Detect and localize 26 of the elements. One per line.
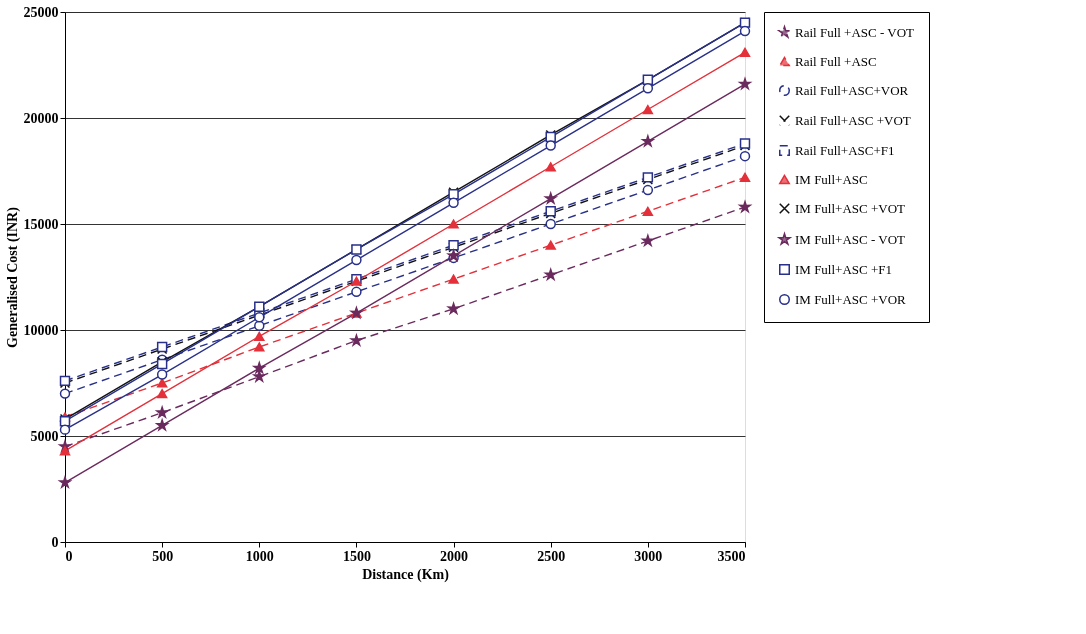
y-tick-label: 0: [51, 534, 59, 550]
x-tick-label: 2500: [537, 548, 566, 564]
x-tick-label: 3500: [717, 548, 746, 564]
x-tick-label: 500: [152, 548, 174, 564]
y-tick-label: 25000: [23, 4, 59, 20]
legend-label: Rail Full+ASC +VOT: [795, 112, 911, 128]
y-tick-label: 10000: [23, 322, 59, 338]
x-axis-title: Distance (Km): [362, 566, 450, 583]
legend-label: IM Full+ASC: [795, 171, 868, 187]
legend-label: IM Full+ASC +VOR: [795, 291, 907, 307]
x-tick-label: 0: [65, 548, 73, 564]
y-tick-label: 20000: [23, 110, 59, 126]
legend-label: Rail Full +ASC: [795, 53, 877, 69]
y-tick-label: 15000: [23, 216, 59, 232]
y-tick-label: 5000: [30, 428, 59, 444]
legend-label: Rail Full +ASC - VOT: [795, 24, 915, 40]
x-tick-label: 2000: [440, 548, 469, 564]
x-tick-label: 1000: [245, 548, 274, 564]
legend-label: IM Full+ASC - VOT: [795, 231, 906, 247]
y-axis-title: Generalised Cost (INR): [4, 206, 21, 348]
legend-label: IM Full+ASC +VOT: [795, 200, 906, 216]
x-tick-label: 1500: [342, 548, 371, 564]
x-tick-label: 3000: [634, 548, 663, 564]
legend-label: IM Full+ASC +F1: [795, 261, 893, 277]
legend-label: Rail Full+ASC+F1: [795, 142, 895, 158]
legend-label: Rail Full+ASC+VOR: [795, 82, 909, 98]
